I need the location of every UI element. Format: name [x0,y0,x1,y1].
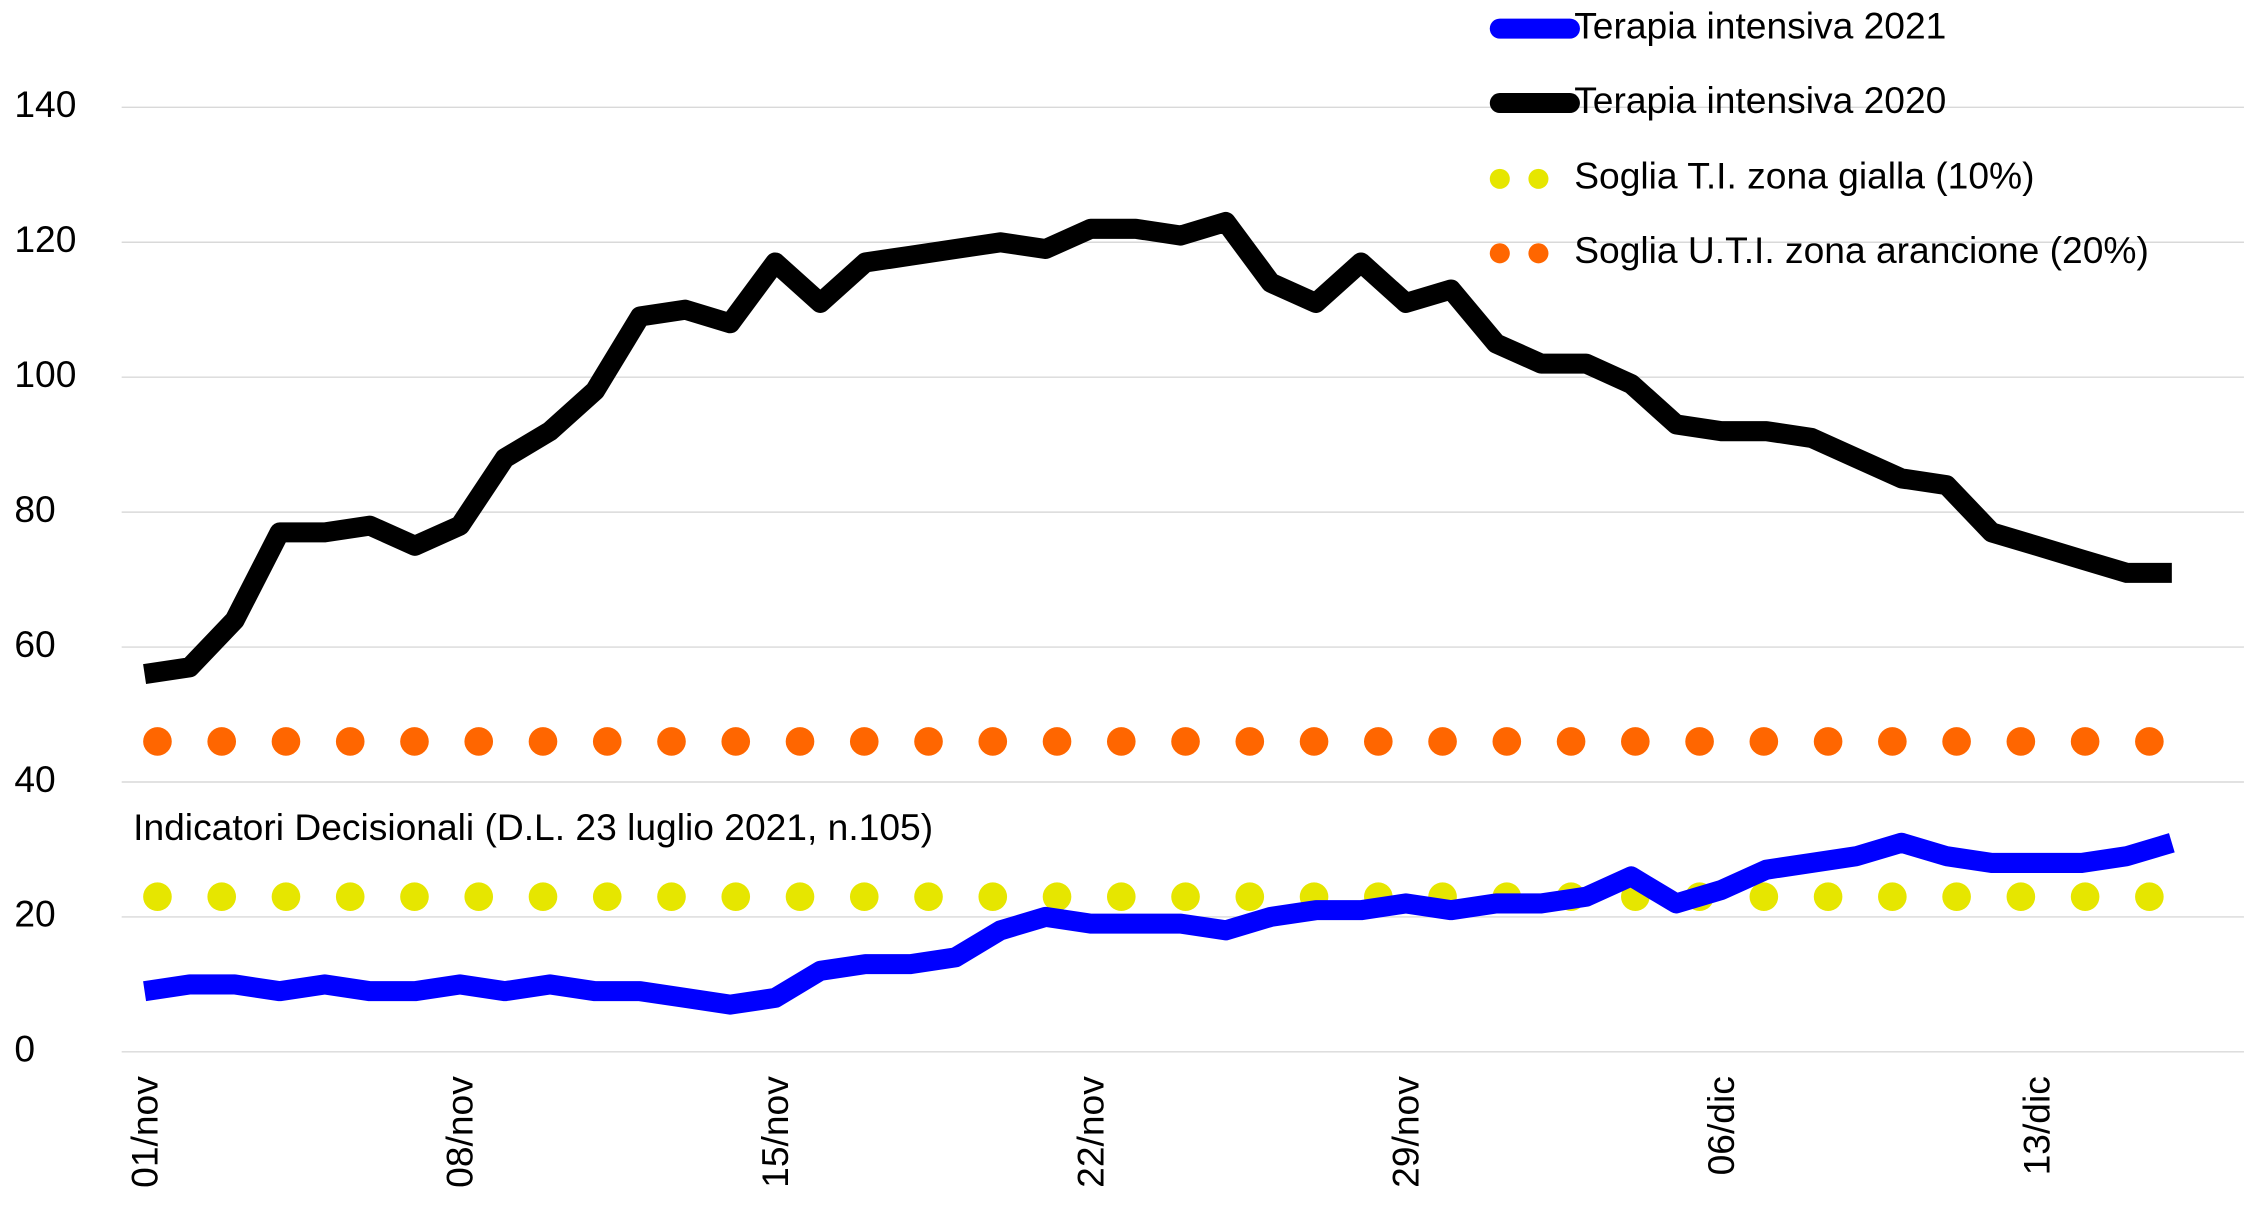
y-tick-label: 80 [14,488,55,530]
legend-marker [1528,168,1549,189]
legend-label: Soglia T.I. zona gialla (10%) [1574,155,2034,197]
legend: Terapia intensiva 2021 Terapia intensiva … [1489,4,2149,271]
y-tick-label: 140 [14,83,76,125]
y-tick-label: 0 [14,1028,35,1070]
legend-label: Terapia intensiva 2020 [1574,79,1946,121]
x-tick-label: 29/nov [1385,1076,1427,1188]
legend-marker [1528,243,1549,264]
legend-marker [1489,168,1510,189]
plot [130,211,2187,1015]
y-tick-label: 60 [14,623,55,665]
y-tick-label: 120 [14,218,76,260]
y-tick-label: 20 [14,893,55,935]
y-tick-label: 100 [14,353,76,395]
x-tick-label: 15/nov [754,1076,796,1188]
legend-marker [1489,243,1510,264]
x-tick-label: 22/nov [1069,1076,1111,1188]
grid: 0 20 40 60 80 100 120 140 01/nov 08/nov 15/nov 22/n… [14,83,2244,1188]
x-tick-label: 06/dic [1700,1076,1742,1175]
annotation: Indicatori Decisionali (D.L. 23 luglio 2… [133,806,933,848]
x-tick-label: 08/nov [439,1076,481,1188]
y-tick-label: 40 [14,758,55,800]
x-tick-label: 13/dic [2015,1076,2057,1175]
series-line [143,211,2172,684]
legend-label: Terapia intensiva 2021 [1574,4,1946,46]
x-tick-label: 01/nov [123,1076,165,1188]
series-line [143,832,2175,1015]
legend-label: Soglia U.T.I. zona arancione (20%) [1574,229,2149,271]
